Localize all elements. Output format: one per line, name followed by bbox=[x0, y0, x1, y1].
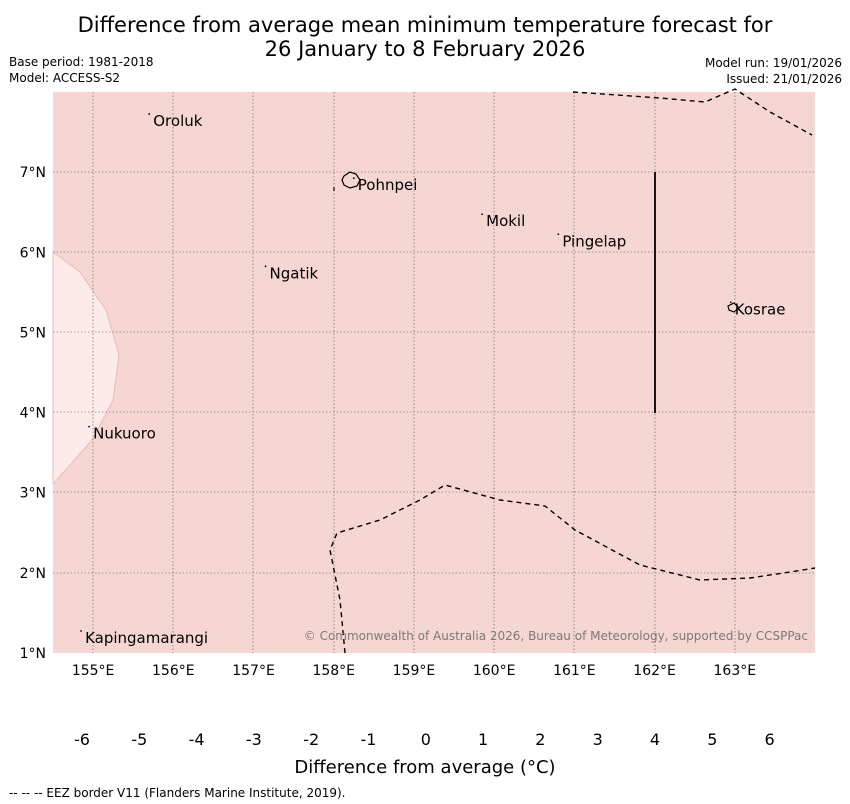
place-label-kosrae: Kosrae bbox=[735, 300, 786, 318]
lon-tick-label: 159°E bbox=[393, 663, 436, 679]
colorbar-tick-label: 3 bbox=[592, 730, 603, 749]
place-marker-kosrae bbox=[729, 301, 732, 304]
place-marker-nukuoro bbox=[88, 425, 90, 428]
place-label-mokil: Mokil bbox=[486, 212, 525, 230]
lon-tick-label: 162°E bbox=[633, 663, 676, 679]
place-label-kapingamarangi: Kapingamarangi bbox=[85, 629, 208, 647]
place-label-oroluk: Oroluk bbox=[153, 112, 202, 130]
colorbar-tick-label: 5 bbox=[707, 730, 718, 749]
colorbar-tick-label: 2 bbox=[535, 730, 546, 749]
place-marker-ngatik bbox=[264, 265, 267, 268]
colorbar-tick-label: -2 bbox=[303, 730, 320, 749]
lon-tick-label: 160°E bbox=[473, 663, 516, 679]
place-label-pohnpei: Pohnpei bbox=[358, 176, 418, 194]
model-run: Model run: 19/01/2026 bbox=[704, 56, 842, 70]
place-labels: Oroluk Pohnpei Mokil Pingelap Ngatik Kosrae Nu… bbox=[80, 112, 785, 647]
issued-date: Issued: 21/01/2026 bbox=[726, 72, 842, 86]
map-area bbox=[53, 92, 815, 653]
place-marker-mokil bbox=[481, 213, 484, 216]
kosrae-island bbox=[727, 302, 740, 313]
lon-tick-label: 157°E bbox=[232, 663, 275, 679]
colorbar-tick-label: -4 bbox=[188, 730, 205, 749]
lat-tick-label: 4°N bbox=[20, 406, 46, 422]
base-period: Base period: 1981-2018 bbox=[9, 55, 154, 69]
map-figure: Oroluk Pohnpei Mokil Pingelap Ngatik Kosrae Nu… bbox=[20, 88, 816, 679]
lat-tick-label: 5°N bbox=[20, 325, 46, 341]
axis-ticks: 155°E 156°E 157°E 158°E 159°E 160°E 161°E 162°E… bbox=[20, 165, 756, 679]
colorbar-tick-label: 6 bbox=[764, 730, 775, 749]
title-line-1: Difference from average mean minimum tem… bbox=[77, 13, 773, 37]
colorbar-tick-label: 4 bbox=[649, 730, 661, 749]
colorbar-tick-label: 0 bbox=[420, 730, 431, 749]
lat-tick-label: 3°N bbox=[20, 486, 46, 502]
lon-tick-label: 163°E bbox=[714, 663, 757, 679]
lat-tick-label: 6°N bbox=[20, 245, 46, 261]
place-marker-kapingamarangi bbox=[80, 630, 82, 632]
lat-tick-label: 2°N bbox=[20, 566, 46, 582]
colorbar-tick-label: -1 bbox=[360, 730, 377, 749]
lon-tick-label: 161°E bbox=[553, 663, 596, 679]
place-label-nukuoro: Nukuoro bbox=[93, 425, 156, 443]
place-marker-pohnpei bbox=[352, 177, 355, 180]
light-anomaly-region bbox=[52, 251, 120, 486]
place-label-pingelap: Pingelap bbox=[562, 232, 626, 250]
lon-tick-label: 158°E bbox=[312, 663, 355, 679]
colorbar-title: Difference from average (°C) bbox=[294, 757, 556, 778]
eez-borders bbox=[329, 88, 816, 654]
lon-tick-label: 156°E bbox=[152, 663, 195, 679]
place-label-ngatik: Ngatik bbox=[270, 264, 319, 282]
place-marker-pingelap bbox=[557, 233, 560, 236]
colorbar-tick-label: -6 bbox=[74, 730, 90, 749]
colorbar-tick-label: -3 bbox=[245, 730, 262, 749]
lon-tick-label: 155°E bbox=[72, 663, 115, 679]
eez-footnote: -- -- -- EEZ border V11 (Flanders Marine… bbox=[9, 786, 346, 800]
colorbar-tick-label: -5 bbox=[131, 730, 148, 749]
lat-tick-label: 1°N bbox=[20, 646, 46, 662]
title-line-2: 26 January to 8 February 2026 bbox=[264, 37, 586, 61]
model-name: Model: ACCESS-S2 bbox=[9, 71, 121, 85]
place-marker-oroluk bbox=[148, 113, 151, 115]
pohnpei-island bbox=[341, 171, 361, 189]
lat-tick-label: 7°N bbox=[20, 165, 46, 181]
colorbar-tick-label: 1 bbox=[478, 730, 489, 749]
copyright-notice: © Commonwealth of Australia 2026, Bureau… bbox=[304, 629, 808, 643]
